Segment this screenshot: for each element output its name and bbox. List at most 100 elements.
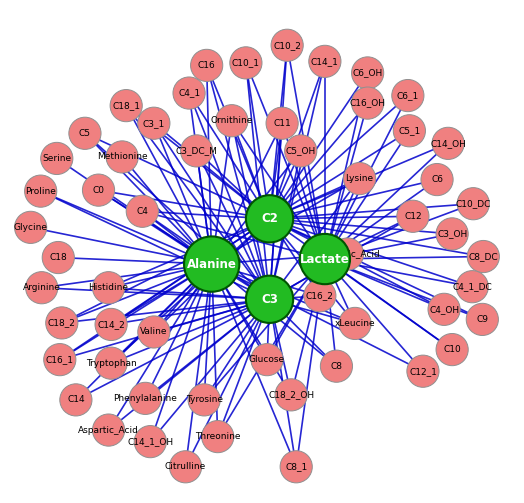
Circle shape	[180, 135, 213, 167]
Circle shape	[428, 293, 460, 325]
Circle shape	[42, 241, 74, 274]
Circle shape	[280, 451, 312, 483]
Text: C4_OH: C4_OH	[429, 305, 459, 314]
Text: C4_1: C4_1	[178, 89, 200, 98]
Text: xLeucine: xLeucine	[335, 319, 375, 328]
Circle shape	[397, 200, 429, 232]
Circle shape	[202, 421, 234, 453]
Circle shape	[275, 379, 307, 411]
Circle shape	[266, 107, 298, 139]
Circle shape	[95, 308, 127, 341]
Circle shape	[466, 303, 498, 336]
Circle shape	[184, 236, 239, 292]
Circle shape	[129, 382, 161, 414]
Circle shape	[106, 141, 138, 173]
Circle shape	[25, 175, 57, 207]
Text: Citrulline: Citrulline	[165, 462, 206, 471]
Circle shape	[60, 384, 92, 416]
Circle shape	[392, 79, 424, 112]
Text: C6_1: C6_1	[397, 91, 419, 100]
Text: Tyrosine: Tyrosine	[185, 395, 223, 404]
Text: C16_2: C16_2	[306, 291, 334, 300]
Circle shape	[421, 163, 453, 196]
Text: C10_DC: C10_DC	[455, 199, 491, 208]
Circle shape	[309, 45, 341, 77]
Text: C6_OH: C6_OH	[353, 68, 383, 77]
Text: C14: C14	[67, 395, 85, 404]
Circle shape	[95, 347, 127, 379]
Circle shape	[271, 29, 303, 61]
Text: Aspartic_Acid: Aspartic_Acid	[78, 426, 139, 435]
Text: Lysine: Lysine	[345, 174, 374, 183]
Text: Methionine: Methionine	[97, 152, 147, 161]
Text: Phenylalanine: Phenylalanine	[113, 394, 177, 403]
Text: C5: C5	[79, 129, 91, 138]
Text: C5_1: C5_1	[398, 126, 420, 135]
Text: C18: C18	[49, 253, 67, 262]
Text: C4_1_DC: C4_1_DC	[452, 282, 492, 291]
Circle shape	[138, 316, 170, 348]
Text: C16: C16	[198, 61, 215, 70]
Text: C11: C11	[273, 119, 291, 128]
Circle shape	[352, 87, 384, 119]
Circle shape	[173, 77, 205, 109]
Circle shape	[436, 218, 468, 250]
Circle shape	[344, 162, 376, 195]
Text: C14_1: C14_1	[311, 57, 339, 66]
Text: Lactate: Lactate	[300, 253, 350, 266]
Circle shape	[82, 174, 115, 206]
Circle shape	[246, 195, 293, 242]
Text: C14_OH: C14_OH	[430, 139, 466, 148]
Text: C8_1: C8_1	[285, 462, 308, 471]
Circle shape	[110, 90, 143, 122]
Circle shape	[15, 211, 47, 243]
Circle shape	[138, 107, 170, 139]
Text: C3_1: C3_1	[143, 119, 165, 128]
Text: Glycine: Glycine	[14, 223, 48, 232]
Circle shape	[188, 384, 220, 416]
Circle shape	[467, 240, 499, 273]
Circle shape	[230, 47, 262, 79]
Circle shape	[41, 142, 73, 175]
Circle shape	[300, 234, 350, 284]
Circle shape	[251, 344, 283, 376]
Text: Tryptophan: Tryptophan	[86, 359, 136, 368]
Circle shape	[93, 414, 125, 446]
Text: C14_1_OH: C14_1_OH	[127, 437, 173, 446]
Circle shape	[285, 135, 317, 167]
Circle shape	[456, 271, 488, 303]
Text: Histidine: Histidine	[89, 283, 128, 292]
Circle shape	[352, 57, 384, 89]
Text: C9: C9	[476, 315, 488, 324]
Text: Glucose: Glucose	[249, 355, 285, 364]
Text: C8_DC: C8_DC	[468, 252, 498, 261]
Text: C18_2_OH: C18_2_OH	[268, 390, 314, 399]
Text: C10: C10	[443, 345, 461, 354]
Text: Proline: Proline	[25, 187, 56, 196]
Circle shape	[331, 238, 364, 270]
Circle shape	[69, 117, 101, 149]
Text: Glutamic_Acid: Glutamic_Acid	[315, 249, 380, 259]
Text: C14_2: C14_2	[97, 320, 125, 329]
Circle shape	[46, 307, 78, 339]
Circle shape	[246, 276, 293, 323]
Circle shape	[169, 451, 202, 483]
Text: C10_1: C10_1	[232, 58, 260, 67]
Text: Arginine: Arginine	[23, 283, 61, 292]
Text: Valine: Valine	[140, 327, 168, 337]
Text: C10_2: C10_2	[273, 41, 301, 50]
Text: Ornithine: Ornithine	[211, 116, 253, 125]
Text: C12: C12	[404, 212, 422, 221]
Text: C3_OH: C3_OH	[437, 229, 467, 238]
Circle shape	[126, 195, 158, 227]
Circle shape	[134, 426, 167, 458]
Text: C16_1: C16_1	[46, 355, 74, 364]
Circle shape	[407, 355, 439, 387]
Text: C8: C8	[331, 362, 343, 371]
Circle shape	[304, 280, 336, 312]
Text: Alanine: Alanine	[187, 258, 237, 271]
Text: C3_DC_M: C3_DC_M	[176, 146, 217, 155]
Circle shape	[339, 307, 371, 340]
Circle shape	[216, 105, 248, 137]
Text: Serine: Serine	[42, 154, 71, 163]
